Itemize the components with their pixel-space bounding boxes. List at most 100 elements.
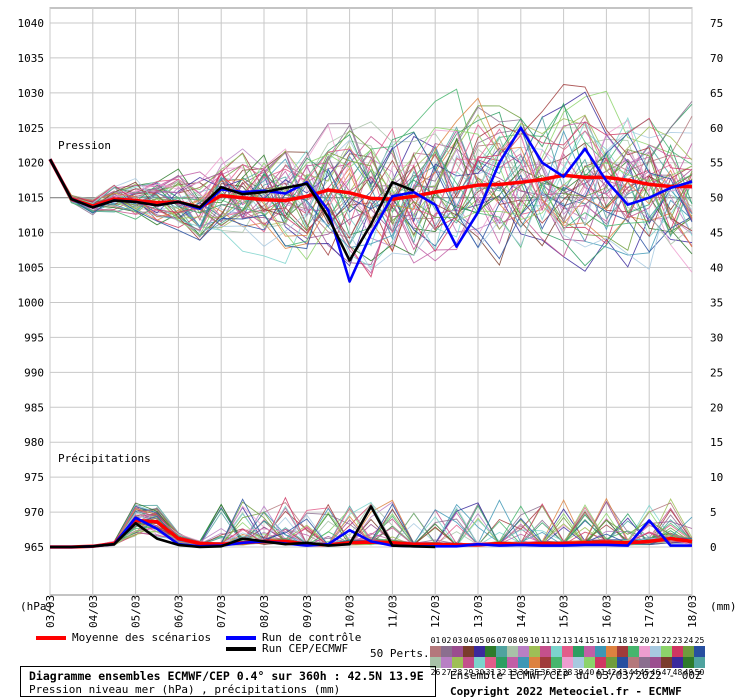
perturbation-cell: 21 [650,636,661,657]
left-tick-label: 1000 [18,296,45,309]
legend-cep: Run CEP/ECMWF [226,642,348,655]
member-pressure-line [49,91,693,225]
perturbations-label: 50 Perts. [370,647,430,660]
perturbation-id: 32 [496,668,507,677]
perturbation-id: 11 [540,636,551,645]
perturbation-id: 07 [496,636,507,645]
perturbation-id: 23 [672,636,683,645]
perturbation-cell: 02 [441,636,452,657]
perturbation-cell: 45 [639,657,650,678]
perturbation-id: 22 [661,636,672,645]
perturbation-cell: 24 [683,636,694,657]
perturbation-cell: 05 [474,636,485,657]
legend-control: Run de contrôle [226,631,361,644]
perturbation-id: 21 [650,636,661,645]
member-pressure-line [49,126,693,246]
perturbation-cell: 30 [474,657,485,678]
perturbation-id: 05 [474,636,485,645]
x-tick-label: 09/03 [301,595,314,628]
perturbation-cell: 23 [672,636,683,657]
perturbation-id: 10 [529,636,540,645]
perturbation-cell: 17 [606,636,617,657]
perturbation-id: 25 [694,636,705,645]
x-tick-label: 10/03 [344,595,357,628]
left-tick-label: 1040 [18,17,45,30]
perturbation-id: 03 [452,636,463,645]
perturbation-cell: 03 [452,636,463,657]
member-pressure-line [49,84,693,241]
perturbation-cell: 32 [496,657,507,678]
perturbation-id: 43 [617,668,628,677]
perturbation-id: 13 [562,636,573,645]
perturbation-id: 28 [452,668,463,677]
perturbation-id: 46 [650,668,661,677]
right-tick-label: 75 [710,17,723,30]
perturbation-cell: 38 [562,657,573,678]
perturbation-cell: 34 [518,657,529,678]
perturbation-cell: 28 [452,657,463,678]
series-line-pressure [48,158,415,262]
perturbation-id: 20 [639,636,650,645]
perturbation-cell: 01 [430,636,441,657]
right-tick-label: 60 [710,122,723,135]
left-tick-label: 1015 [18,192,45,205]
perturbation-color-grid: 01 02 03 04 05 06 07 08 09 10 11 12 13 14 15 16 17 18 19 20… [430,636,705,678]
perturbation-cell: 18 [617,636,628,657]
perturbation-cell: 50 [694,657,705,678]
x-tick-label: 05/03 [130,595,143,628]
perturbation-cell: 42 [606,657,617,678]
perturbation-cell: 06 [485,636,496,657]
series-line-precip [50,505,436,549]
perturbation-id: 01 [430,636,441,645]
perturbation-id: 49 [683,668,694,677]
perturbation-id: 41 [595,668,606,677]
right-tick-label: 50 [710,192,723,205]
axis-ticks: 965 0 970 5 975 10 980 15 985 20 990 25 995 30 1000 35 1… [18,17,724,628]
member-pressure-line [49,117,693,278]
perturbation-cell: 40 [584,657,595,678]
perturbation-id: 34 [518,668,529,677]
right-tick-label: 55 [710,157,723,170]
perturbation-id: 29 [463,668,474,677]
perturbation-id: 17 [606,636,617,645]
perturbation-cell: 36 [540,657,551,678]
x-tick-label: 13/03 [472,595,485,628]
perturbation-id: 16 [595,636,606,645]
perturbation-cell: 47 [661,657,672,678]
left-tick-label: 990 [24,366,44,379]
perturbation-id: 24 [683,636,694,645]
perturbation-id: 35 [529,668,540,677]
member-pressure-line [49,129,693,249]
perturbation-cell: 35 [529,657,540,678]
member-pressure-line [49,103,693,267]
x-tick-label: 04/03 [87,595,100,628]
series-group [48,126,693,549]
perturbation-cell: 15 [584,636,595,657]
perturbation-id: 06 [485,636,496,645]
legend-mean-label: Moyenne des scénarios [72,631,212,644]
right-axis-unit: (mm) [710,600,737,613]
perturbation-id: 19 [628,636,639,645]
perturbation-id: 42 [606,668,617,677]
member-pressure-line [49,153,693,247]
legend-mean-swatch [36,636,66,640]
perturbation-id: 33 [507,668,518,677]
perturbation-cell: 48 [672,657,683,678]
left-tick-label: 1035 [18,52,45,65]
x-tick-label: 18/03 [686,595,699,628]
perturbation-id: 48 [672,668,683,677]
right-tick-label: 25 [710,366,723,379]
perturbation-cell: 13 [562,636,573,657]
perturbation-id: 18 [617,636,628,645]
perturbation-cell: 14 [573,636,584,657]
perturbation-id: 08 [507,636,518,645]
member-pressure-line [49,123,693,233]
right-tick-label: 65 [710,87,723,100]
perturbation-id: 37 [551,668,562,677]
perturbation-cell: 16 [595,636,606,657]
perturbation-cell: 22 [661,636,672,657]
copyright: Copyright 2022 Meteociel.fr - ECMWF [450,685,682,698]
x-tick-label: 06/03 [172,595,185,628]
perturbation-cell: 49 [683,657,694,678]
run-info: Ensemble ECMWF/CEP du 03/03/2022 - 00Z [450,669,702,682]
